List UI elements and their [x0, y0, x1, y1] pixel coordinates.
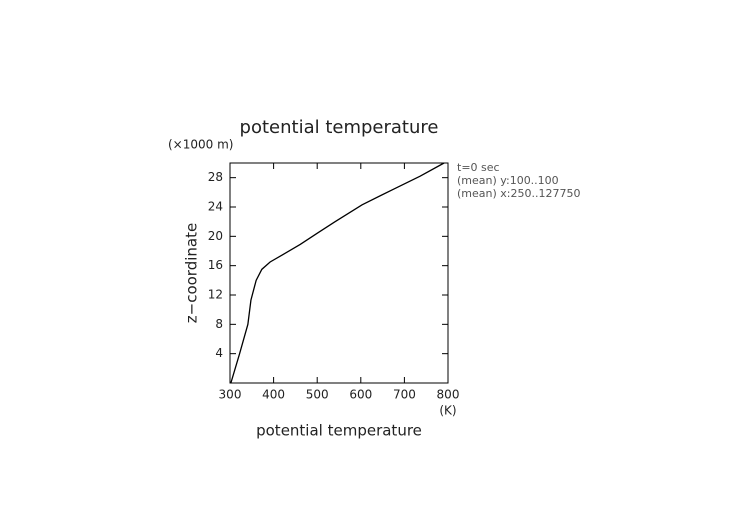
y-tick-label: 12 — [208, 288, 223, 302]
x-axis-label: potential temperature — [256, 422, 422, 440]
chart-title: potential temperature — [240, 117, 439, 138]
x-tick-label: 500 — [306, 388, 329, 402]
y-axis-label: z−coordinate — [183, 223, 201, 323]
x-tick-label: 400 — [262, 388, 285, 402]
y-tick-label: 16 — [208, 258, 223, 272]
x-unit: (K) — [439, 404, 456, 418]
x-tick-label: 600 — [349, 388, 372, 402]
annotation: t=0 sec — [457, 161, 500, 174]
y-tick-label: 8 — [215, 317, 223, 331]
x-tick-label: 800 — [437, 388, 460, 402]
y-tick-label: 24 — [208, 200, 223, 214]
annotation: (mean) x:250..127750 — [457, 187, 580, 200]
x-tick-label: 300 — [219, 388, 242, 402]
y-tick-label: 28 — [208, 170, 223, 184]
y-tick-label: 4 — [215, 346, 223, 360]
plot-frame — [229, 162, 449, 384]
annotation: (mean) y:100..100 — [457, 174, 559, 187]
y-tick-label: 20 — [208, 229, 223, 243]
y-unit: (×1000 m) — [168, 138, 233, 152]
x-tick-label: 700 — [393, 388, 416, 402]
line — [230, 162, 445, 384]
